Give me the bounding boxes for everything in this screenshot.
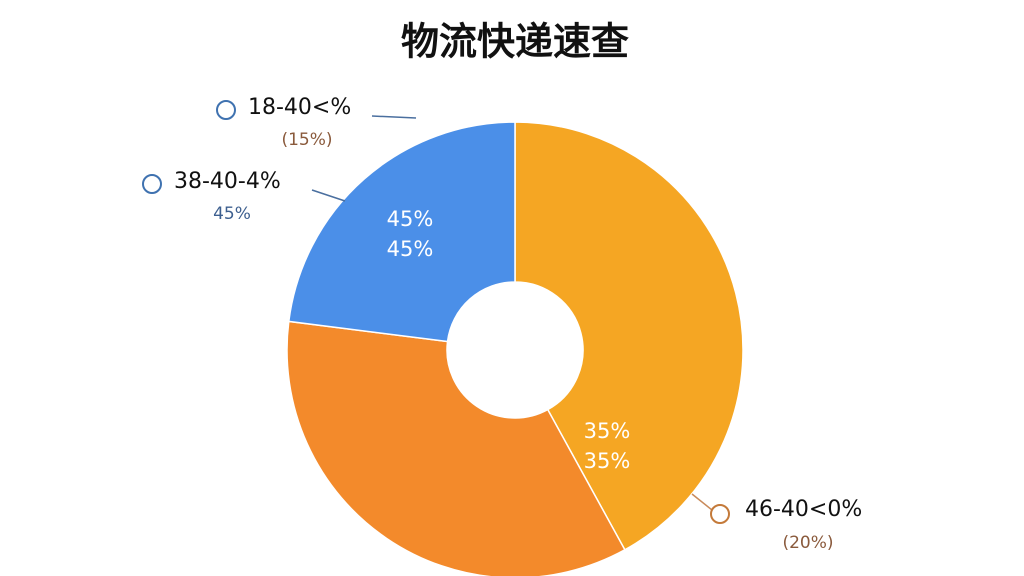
chart-title: 物流快递速查 bbox=[401, 20, 629, 64]
annotation: 46-40<0% bbox=[745, 497, 862, 522]
annotation-sub: 45% bbox=[213, 204, 251, 224]
slice bbox=[287, 121, 516, 343]
leader-line bbox=[311, 189, 346, 202]
donut bbox=[286, 121, 744, 576]
slice-label: 35% bbox=[584, 419, 631, 443]
slice bbox=[514, 121, 744, 551]
legend-marker bbox=[216, 100, 236, 120]
annotation-sub: (15%) bbox=[281, 130, 332, 150]
annotation-sub: (20%) bbox=[782, 533, 833, 553]
leader-line bbox=[691, 493, 713, 511]
slice-label: 35% bbox=[584, 449, 631, 473]
slice-label: 45% bbox=[387, 207, 434, 231]
labels: 35% 35% 45% 45% 18-40<% (15%)38-40-4% 45% 46-40… bbox=[142, 95, 862, 553]
annotation: 18-40<% bbox=[248, 95, 351, 120]
annotation: 38-40-4% bbox=[174, 169, 281, 194]
legend-marker bbox=[142, 174, 162, 194]
slice bbox=[286, 320, 626, 576]
legend-marker bbox=[710, 504, 730, 524]
leader-line bbox=[371, 115, 417, 119]
slice-label: 45% bbox=[387, 237, 434, 261]
